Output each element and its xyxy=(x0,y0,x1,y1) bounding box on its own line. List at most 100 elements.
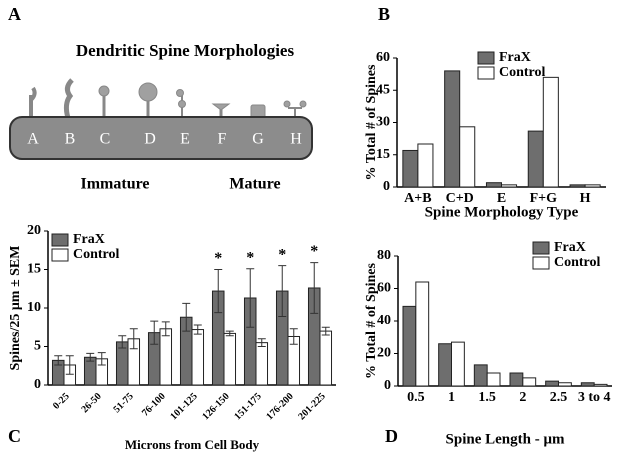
significance-label: * xyxy=(214,250,222,267)
x-tick-label: C+D xyxy=(446,191,474,206)
y-tick-label: 0 xyxy=(384,378,391,393)
panel-label: B xyxy=(378,4,390,24)
x-tick-label: 1 xyxy=(448,390,455,405)
y-tick-label: 60 xyxy=(376,50,390,65)
y-tick-label: 60 xyxy=(377,281,391,296)
legend-swatch xyxy=(51,248,69,262)
significance-label: * xyxy=(278,246,286,263)
x-tick-label: H xyxy=(580,191,591,206)
bar xyxy=(486,372,501,387)
bar xyxy=(191,329,205,386)
bar xyxy=(459,126,476,188)
x-tick-label: 76-100 xyxy=(140,391,168,419)
bar xyxy=(593,383,608,387)
spine-label: B xyxy=(65,131,76,148)
bar xyxy=(223,332,237,386)
x-tick-label: 51-75 xyxy=(111,391,135,415)
bar xyxy=(485,182,502,188)
spine-label: A xyxy=(27,131,39,148)
x-tick-label: E xyxy=(497,191,506,206)
y-tick-label: 20 xyxy=(377,346,391,361)
legend-swatch xyxy=(477,51,495,65)
y-axis-label: % Total # of Spines xyxy=(364,262,379,378)
bar xyxy=(255,342,269,386)
group-label: Mature xyxy=(229,176,280,193)
error-bar xyxy=(246,268,255,328)
x-tick-label: 2 xyxy=(519,390,526,405)
y-tick-label: 0 xyxy=(34,377,41,392)
error-bar xyxy=(65,355,74,375)
error-bar xyxy=(278,265,287,317)
legend-swatch xyxy=(51,233,69,247)
error-bar xyxy=(289,328,298,345)
x-tick-label: 126-150 xyxy=(200,391,231,422)
y-tick-label: 45 xyxy=(376,82,390,97)
y-tick-label: 80 xyxy=(377,248,391,263)
error-bar xyxy=(129,328,138,350)
spine-label: H xyxy=(290,131,302,148)
bar xyxy=(584,184,601,188)
x-tick-label: 101-125 xyxy=(168,391,199,422)
panel-label: C xyxy=(8,426,21,446)
legend-label: FraX xyxy=(73,232,105,247)
diagram-title: Dendritic Spine Morphologies xyxy=(76,41,295,60)
x-axis-label: Microns from Cell Body xyxy=(125,437,260,452)
bar xyxy=(580,382,595,387)
bar xyxy=(501,184,518,188)
y-tick-label: 40 xyxy=(377,313,391,328)
bar xyxy=(159,328,173,386)
bar xyxy=(415,281,430,387)
spine-label: F xyxy=(218,131,227,148)
legend-swatch xyxy=(532,256,550,270)
bar xyxy=(451,341,465,387)
x-tick-label: 176-200 xyxy=(264,391,295,422)
legend-swatch xyxy=(477,66,495,80)
dendrite xyxy=(9,116,313,160)
error-bar xyxy=(150,320,159,345)
bar xyxy=(527,130,544,188)
spine-label: E xyxy=(180,131,190,148)
legend-swatch xyxy=(532,241,550,255)
legend-label: Control xyxy=(554,255,601,270)
bar xyxy=(444,70,461,188)
x-tick-label: A+B xyxy=(404,191,431,206)
error-bar xyxy=(321,326,330,336)
bar xyxy=(569,184,586,188)
bar xyxy=(402,305,417,387)
y-tick-label: 30 xyxy=(376,115,390,130)
x-tick-label: 0-25 xyxy=(51,391,72,412)
error-bar xyxy=(310,262,319,314)
error-bar xyxy=(214,269,223,314)
legend-label: FraX xyxy=(499,50,531,65)
bar xyxy=(473,364,488,387)
bar xyxy=(417,143,434,188)
legend-label: Control xyxy=(73,247,120,262)
error-bar xyxy=(86,352,95,362)
y-axis-label: Spines/25 μm ± SEM xyxy=(8,246,23,371)
y-tick-label: 20 xyxy=(27,223,41,238)
x-tick-label: 1.5 xyxy=(478,390,496,405)
error-bar xyxy=(257,338,266,347)
x-tick-label: 26-50 xyxy=(79,391,103,415)
panel-label: D xyxy=(385,426,398,446)
bar xyxy=(545,380,559,387)
x-tick-label: 3 to 4 xyxy=(578,390,611,405)
x-axis-label: Spine Morphology Type xyxy=(425,204,579,220)
significance-label: * xyxy=(246,249,254,266)
x-axis-label: Spine Length - μm xyxy=(446,431,565,447)
error-bar xyxy=(161,321,170,337)
y-tick-label: 0 xyxy=(383,179,390,194)
error-bar xyxy=(118,335,127,349)
y-tick-label: 5 xyxy=(34,339,41,354)
error-bar xyxy=(54,355,63,366)
x-tick-label: 0.5 xyxy=(407,390,425,405)
bar xyxy=(558,382,572,387)
y-axis-label: % Total # of Spines xyxy=(364,64,379,180)
bar xyxy=(522,377,537,387)
x-tick-label: F+G xyxy=(530,191,558,206)
bar xyxy=(319,330,333,386)
bar xyxy=(438,343,453,387)
bar xyxy=(509,372,524,387)
spine-label: D xyxy=(144,131,156,148)
